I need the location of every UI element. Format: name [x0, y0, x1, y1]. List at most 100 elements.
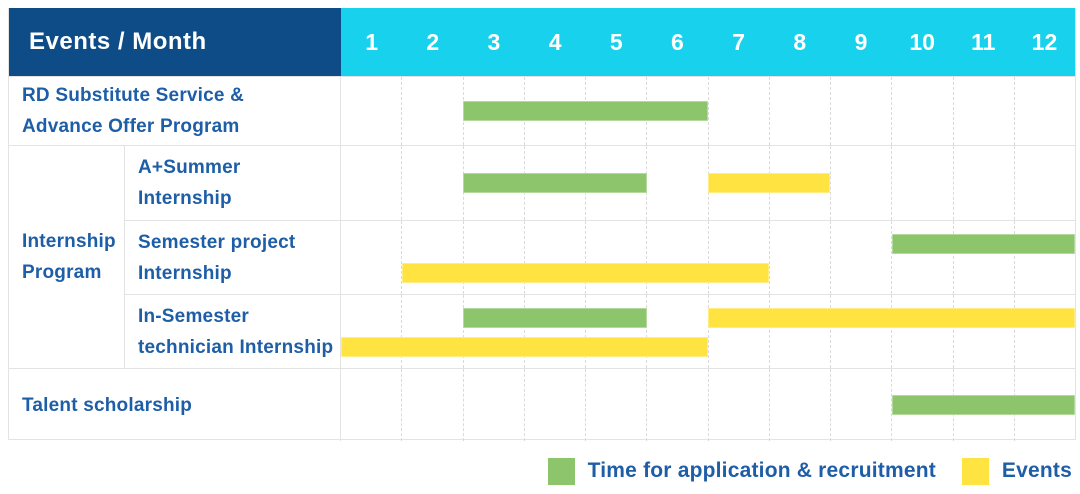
table-header-row: Events / Month 1 2 3 4 5 6 7 8 9 10 11 12 — [9, 8, 1075, 76]
month-grid-cell — [523, 221, 585, 294]
row-chart-area — [341, 146, 1075, 220]
bar-application — [463, 307, 647, 328]
month-grid-cell — [646, 146, 707, 220]
label-line: Program — [22, 262, 102, 283]
bar-application — [891, 395, 1075, 415]
row-chart-area — [341, 77, 1075, 145]
month-gridlines — [341, 221, 1075, 294]
label-line: In-Semester — [138, 305, 249, 327]
month-grid-cell — [707, 295, 769, 368]
event-swatch-icon — [961, 457, 989, 485]
row-label: Talent scholarship — [9, 369, 341, 441]
month-grid-cell — [952, 146, 1014, 220]
month-grid-cell — [585, 369, 646, 441]
month-header-cell: 5 — [609, 28, 623, 55]
month-grid-cell — [462, 77, 524, 145]
event-row: A+Summer Internship — [125, 146, 1075, 220]
month-grid-cell — [401, 295, 462, 368]
application-swatch-icon — [547, 457, 575, 485]
month-grid-cell — [768, 77, 830, 145]
month-grid-cell — [707, 221, 769, 294]
bar-application — [463, 173, 647, 193]
row-chart-area — [341, 369, 1075, 441]
month-grid-cell — [1013, 221, 1075, 294]
legend-item-event: Events — [961, 457, 1072, 485]
month-grid-cell — [830, 221, 891, 294]
month-grid-cell — [707, 369, 769, 441]
month-grid-cell — [1013, 146, 1075, 220]
month-header-cell: 4 — [548, 28, 562, 55]
bar-application — [891, 233, 1075, 254]
month-grid-cell — [768, 369, 830, 441]
month-grid-cell — [462, 369, 524, 441]
month-grid-cell — [462, 221, 524, 294]
month-header-cell: 8 — [793, 28, 807, 55]
month-grid-cell — [523, 295, 585, 368]
month-grid-cell — [523, 369, 585, 441]
header-label-cell: Events / Month — [9, 8, 341, 76]
month-grid-cell — [401, 146, 462, 220]
month-grid-cell — [646, 221, 707, 294]
month-grid-cell — [952, 77, 1014, 145]
label-line: technician Internship — [138, 336, 334, 358]
month-grid-cell — [341, 77, 401, 145]
label-line: RD Substitute Service & — [22, 85, 245, 106]
month-grid-cell — [401, 77, 462, 145]
row-label: A+Summer Internship — [125, 146, 341, 220]
row-chart-area — [341, 221, 1075, 294]
month-grid-cell — [401, 221, 462, 294]
month-header-cell: 12 — [1031, 28, 1058, 55]
month-header-cell: 6 — [671, 28, 684, 55]
table-body: RD Substitute Service & Advance Offer Pro… — [9, 76, 1075, 441]
month-header-cell: 7 — [732, 28, 746, 55]
row-label: Semester project Internship — [125, 221, 341, 294]
label-line: Internship — [138, 262, 232, 284]
month-grid-cell — [341, 295, 401, 368]
event-row: In-Semester technician Internship — [125, 294, 1075, 368]
bar-event — [708, 173, 831, 193]
group-row: Internship Program A+Summer Internship Semes… — [9, 145, 1075, 368]
month-header-cell: 9 — [854, 28, 868, 55]
month-grid-cell — [768, 221, 830, 294]
legend-label-application: Time for application & recruitment — [587, 459, 936, 482]
legend: Time for application & recruitment Event… — [8, 448, 1072, 494]
legend-label-event: Events — [1001, 459, 1072, 482]
month-grid-cell — [830, 77, 891, 145]
month-grid-cell — [830, 295, 891, 368]
month-header-cell: 11 — [971, 28, 996, 55]
month-grid-cell — [646, 369, 707, 441]
month-header: 1 2 3 4 5 6 7 8 9 10 11 12 — [341, 8, 1075, 76]
events-month-table: Events / Month 1 2 3 4 5 6 7 8 9 10 11 12 RD Substi… — [8, 8, 1076, 441]
month-grid-cell — [768, 295, 830, 368]
month-header-cell: 10 — [909, 28, 935, 55]
month-header-cell: 3 — [487, 28, 501, 55]
event-row: Semester project Internship — [125, 220, 1075, 294]
month-grid-cell — [585, 221, 646, 294]
month-grid-cell — [707, 77, 769, 145]
group-label: Internship Program — [9, 146, 125, 368]
bar-event — [708, 307, 1075, 328]
label-line: Semester project — [138, 231, 296, 253]
bar-event — [402, 262, 770, 283]
month-grid-cell — [952, 295, 1014, 368]
month-grid-cell — [891, 295, 952, 368]
month-grid-cell — [952, 221, 1014, 294]
month-grid-cell — [341, 221, 401, 294]
month-grid-cell — [891, 146, 952, 220]
event-row: RD Substitute Service & Advance Offer Pro… — [9, 76, 1075, 145]
label-line: Internship — [138, 188, 232, 209]
month-grid-cell — [462, 295, 524, 368]
group-children: A+Summer Internship Semester project Intern… — [125, 146, 1075, 368]
month-gridlines — [341, 77, 1075, 145]
month-grid-cell — [891, 221, 952, 294]
month-grid-cell — [1013, 295, 1075, 368]
row-chart-area — [341, 295, 1075, 368]
label-line: A+Summer — [138, 157, 241, 178]
legend-item-application: Time for application & recruitment — [547, 457, 936, 485]
month-grid-cell — [585, 295, 646, 368]
month-grid-cell — [341, 146, 401, 220]
month-header-cell: 2 — [426, 28, 440, 55]
label-line: Internship — [22, 231, 116, 252]
month-grid-cell — [341, 369, 401, 441]
